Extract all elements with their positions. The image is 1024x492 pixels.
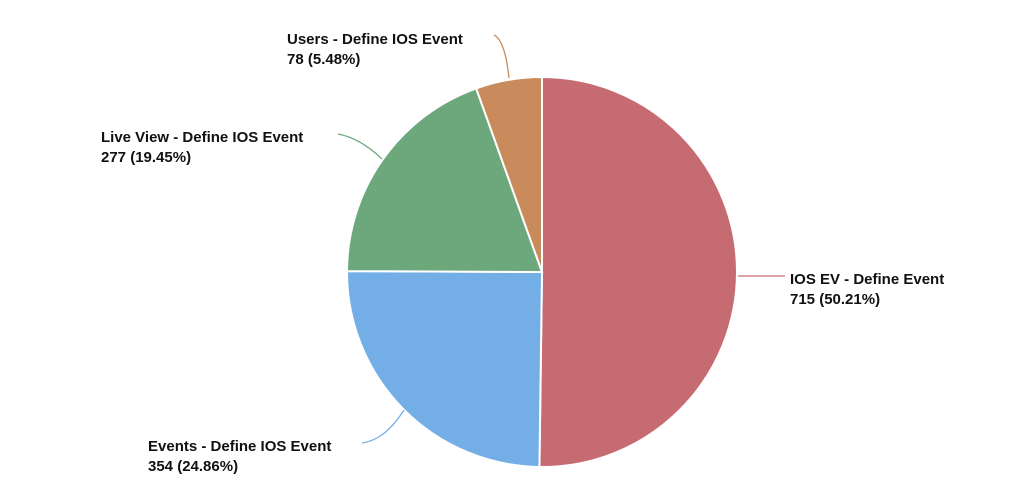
slice-name: Users - Define IOS Event — [287, 31, 463, 48]
slice-value: 277 (19.45%) — [101, 149, 192, 166]
slice-name: Events - Define IOS Event — [148, 438, 332, 455]
pie-slice-ios-ev[interactable] — [538, 75, 738, 468]
slice-value: 78 (5.48%) — [287, 51, 361, 68]
slice-label-live-view: Live View - Define IOS Event 277 (19.45%… — [101, 128, 303, 168]
pie-slice-events[interactable] — [346, 270, 544, 468]
slice-label-users: Users - Define IOS Event 78 (5.48%) — [287, 30, 463, 70]
slice-value: 354 (24.86%) — [148, 458, 239, 475]
slice-label-events: Events - Define IOS Event 354 (24.86%) — [148, 437, 331, 477]
leader-line-events — [361, 409, 405, 444]
pie-slice-users[interactable] — [474, 75, 543, 273]
slice-value: 715 (50.21%) — [790, 291, 881, 308]
leader-line-live-view — [337, 133, 383, 160]
leader-line-users — [493, 34, 510, 79]
slice-name: IOS EV - Define Event — [790, 271, 945, 288]
pie-slice-live-view[interactable] — [345, 87, 544, 274]
slice-name: Live View - Define IOS Event — [101, 129, 304, 146]
slice-label-ios-ev: IOS EV - Define Event 715 (50.21%) — [790, 270, 944, 310]
